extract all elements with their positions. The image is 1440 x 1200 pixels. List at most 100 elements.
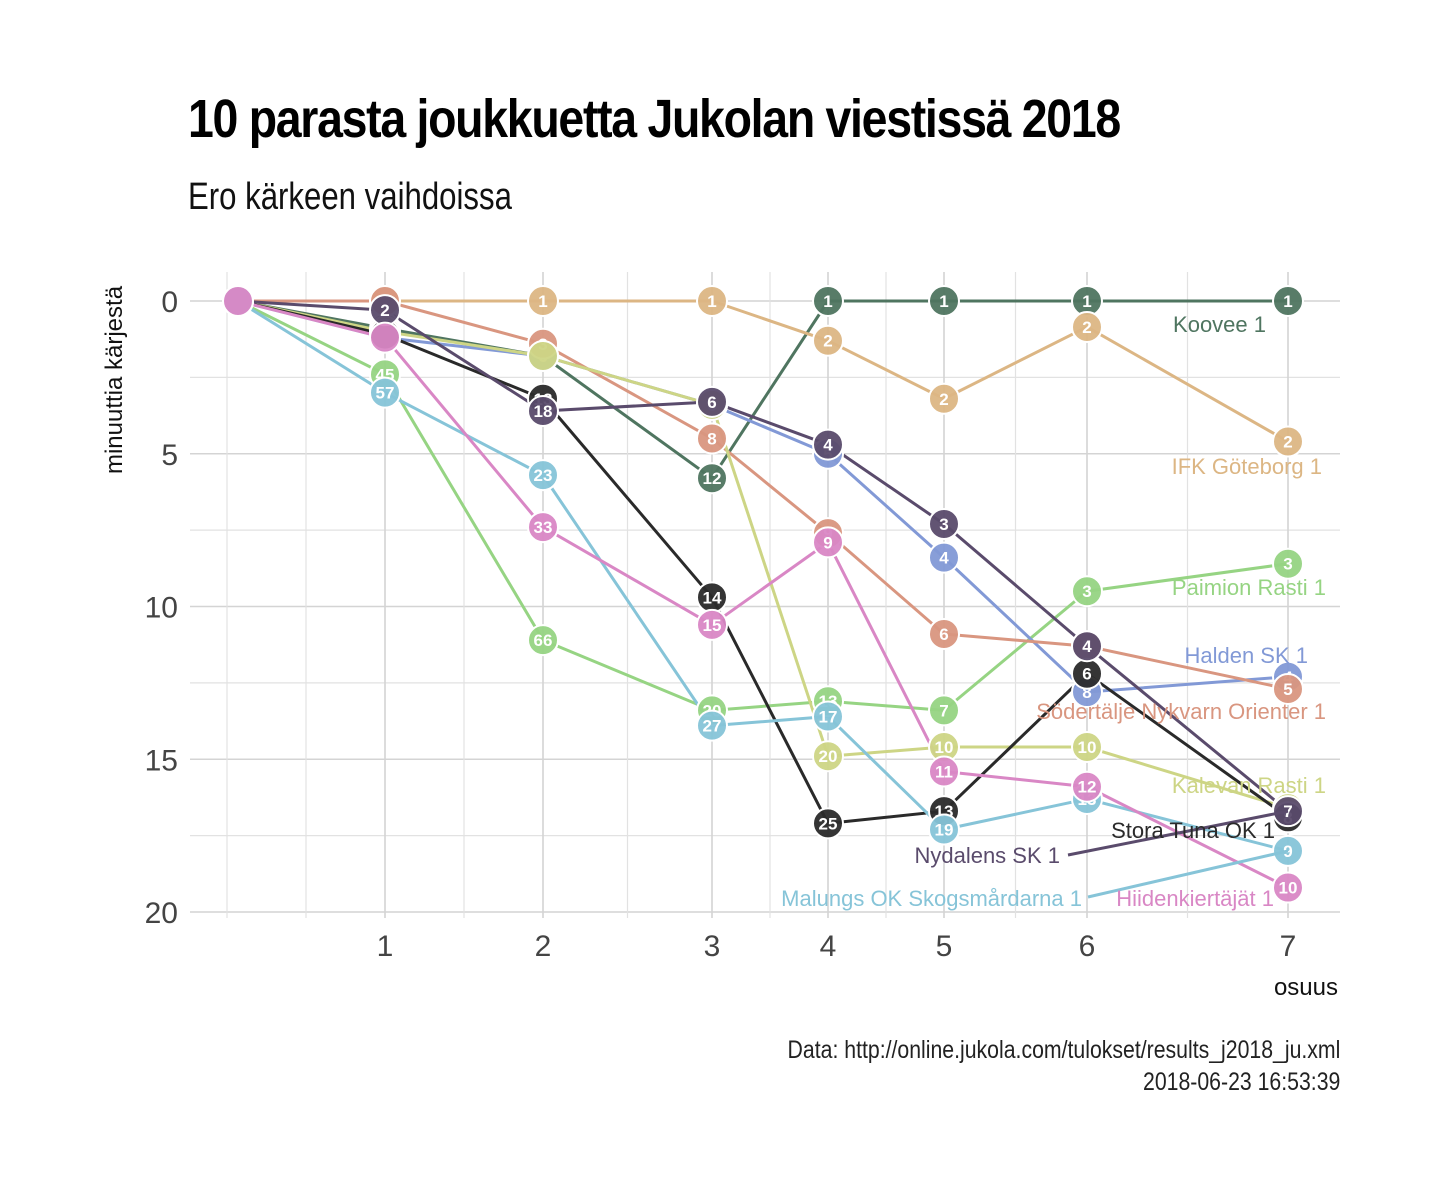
team-label: Kalevan Rasti 1 — [1172, 773, 1326, 798]
point-rank-label: 2 — [939, 390, 948, 409]
y-tick-label: 15 — [145, 744, 178, 777]
point-rank-label: 57 — [376, 384, 395, 403]
point-marker — [696, 422, 728, 455]
data-point: 25 — [812, 807, 844, 840]
data-point: 6 — [928, 617, 960, 650]
data-point: 66 — [527, 624, 559, 657]
point-marker — [1272, 285, 1304, 317]
point-rank-label: 8 — [1082, 683, 1091, 702]
point-rank-label: 1 — [939, 292, 948, 311]
point-marker — [812, 740, 844, 773]
y-tick-label: 20 — [145, 897, 178, 930]
point-marker — [1071, 310, 1103, 343]
data-point — [369, 321, 401, 354]
point-marker — [527, 339, 559, 372]
label-leader-line — [1067, 809, 1289, 857]
point-marker — [222, 285, 254, 317]
point-rank-label: 10 — [1279, 879, 1298, 898]
point-marker — [812, 700, 844, 733]
point-marker — [527, 285, 559, 317]
point-rank-label: 5 — [1283, 680, 1292, 699]
point-marker — [1272, 547, 1304, 580]
point-marker — [527, 511, 559, 544]
point-rank-label: 7 — [939, 701, 948, 720]
point-marker — [928, 541, 960, 574]
team-label: Halden SK 1 — [1184, 643, 1308, 668]
x-tick-labels: 1 2 3 4 5 6 7 — [377, 930, 1297, 963]
data-point: 1 — [696, 285, 728, 317]
point-marker — [527, 459, 559, 492]
data-point: 2 — [812, 324, 844, 357]
point-marker — [1071, 575, 1103, 608]
series-line — [238, 299, 1289, 443]
point-marker — [928, 508, 960, 541]
team-label: Stora Tuna OK 1 — [1111, 818, 1275, 843]
point-rank-label: 19 — [935, 821, 954, 840]
series-line — [237, 299, 1289, 712]
data-point — [527, 339, 559, 372]
x-tick-label: 7 — [1280, 930, 1297, 963]
point-rank-label: 23 — [534, 466, 553, 485]
series-line — [237, 299, 1289, 853]
point-marker — [369, 321, 401, 354]
data-point: 12 — [1071, 770, 1103, 803]
team-label: Koovee 1 — [1173, 312, 1266, 337]
chart-title: 10 parasta joukkuetta Jukolan viestissä … — [188, 89, 1121, 149]
label-leader-line — [1087, 849, 1289, 899]
data-point: 9 — [812, 526, 844, 559]
point-marker — [527, 624, 559, 657]
point-marker — [369, 376, 401, 409]
point-rank-label: 2 — [1082, 318, 1091, 337]
data-point: 10 — [928, 731, 960, 764]
data-point: 12 — [696, 462, 728, 495]
point-rank-label: 9 — [823, 533, 832, 552]
point-rank-label: 10 — [1078, 738, 1097, 757]
point-rank-label: 27 — [703, 717, 722, 736]
point-marker — [696, 462, 728, 495]
data-point: 2 — [369, 294, 401, 327]
point-rank-label: 15 — [703, 616, 722, 635]
point-marker — [812, 526, 844, 559]
data-point: 14 — [696, 581, 728, 614]
data-point: 33 — [527, 511, 559, 544]
point-rank-label: 4 — [939, 549, 949, 568]
data-point: 1 — [1272, 285, 1304, 317]
point-marker — [1071, 630, 1103, 663]
data-point: 23 — [527, 459, 559, 492]
data-point: 3 — [1071, 575, 1103, 608]
data-point: 27 — [696, 709, 728, 742]
point-rank-label: 12 — [1078, 778, 1097, 797]
team-label: Södertälje Nykvarn Orienter 1 — [1036, 699, 1326, 724]
x-tick-label: 6 — [1079, 930, 1096, 963]
point-marker — [696, 285, 728, 317]
data-point: 4 — [928, 541, 960, 574]
data-point: 18 — [527, 394, 559, 427]
point-marker — [696, 608, 728, 641]
data-point — [222, 285, 254, 317]
series-line — [237, 299, 1288, 480]
point-rank-label: 1 — [823, 292, 832, 311]
point-rank-label: 6 — [1082, 665, 1091, 684]
point-marker — [812, 428, 844, 461]
point-rank-label: 2 — [1283, 433, 1292, 452]
point-rank-label: 17 — [819, 707, 838, 726]
x-tick-label: 2 — [535, 930, 552, 963]
point-rank-label: 66 — [534, 631, 553, 650]
data-point: 1 — [812, 285, 844, 317]
point-rank-label: 12 — [703, 469, 722, 488]
data-point: 57 — [369, 376, 401, 409]
point-marker — [1272, 672, 1304, 705]
point-rank-label: 1 — [707, 292, 716, 311]
data-point: 10 — [1071, 731, 1103, 764]
data-point: 2 — [1272, 425, 1304, 458]
data-point: 4 — [812, 428, 844, 461]
series-points: 1211111122224566201373322655484389655620… — [222, 285, 1304, 904]
point-marker — [696, 709, 728, 742]
data-point: 7 — [928, 694, 960, 727]
x-tick-label: 4 — [820, 930, 837, 963]
x-tick-label: 1 — [377, 930, 394, 963]
point-rank-label: 14 — [703, 588, 722, 607]
point-rank-label: 4 — [1082, 637, 1092, 656]
x-tick-label: 5 — [936, 930, 953, 963]
series-lines — [237, 299, 1289, 889]
